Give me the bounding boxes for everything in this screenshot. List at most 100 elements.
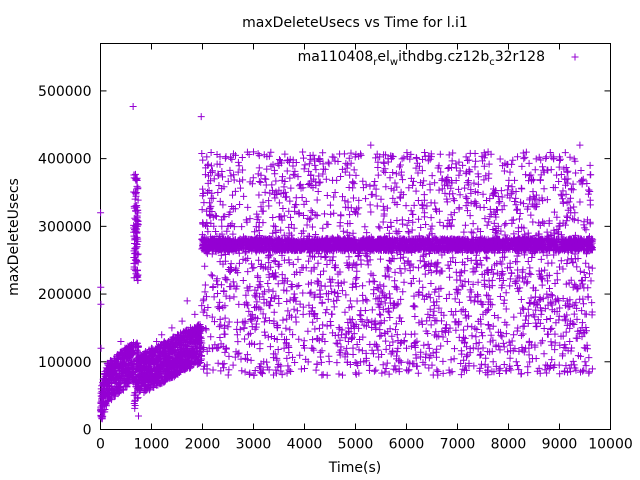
data-point	[411, 313, 419, 321]
data-point	[287, 213, 295, 221]
data-point	[238, 367, 246, 375]
data-point	[561, 149, 569, 157]
data-point	[507, 366, 515, 374]
data-point	[506, 354, 514, 362]
data-point	[421, 270, 429, 278]
data-point	[405, 217, 413, 225]
data-point	[174, 331, 182, 339]
data-point	[131, 389, 139, 397]
data-point	[154, 375, 162, 383]
data-points	[97, 102, 597, 423]
data-point	[126, 343, 134, 351]
data-point	[275, 199, 283, 207]
data-point	[187, 350, 195, 358]
data-point	[299, 148, 307, 156]
data-point	[314, 187, 322, 195]
data-point	[414, 369, 422, 377]
data-point	[474, 180, 482, 188]
x-tick-label: 1000	[134, 437, 170, 453]
data-point	[350, 166, 358, 174]
data-point	[133, 365, 141, 373]
data-point	[452, 160, 460, 168]
data-point	[147, 382, 155, 390]
data-point	[391, 179, 399, 187]
data-point	[502, 330, 510, 338]
data-point	[222, 275, 230, 283]
data-point	[393, 331, 401, 339]
data-point	[481, 282, 489, 290]
data-point	[483, 221, 491, 229]
data-point	[436, 150, 444, 158]
data-point	[347, 149, 355, 157]
data-point	[532, 155, 540, 163]
data-point	[521, 153, 529, 161]
data-point	[415, 277, 423, 285]
data-point	[512, 258, 520, 266]
data-point	[531, 166, 539, 174]
data-point	[540, 350, 548, 358]
data-point	[359, 177, 367, 185]
x-axis-label: Time(s)	[328, 460, 381, 476]
data-point	[271, 223, 279, 231]
data-point	[119, 386, 127, 394]
data-point	[292, 194, 300, 202]
data-point	[483, 291, 491, 299]
data-point	[180, 350, 188, 358]
data-point	[543, 196, 551, 204]
data-point	[567, 368, 575, 376]
data-point	[329, 253, 337, 261]
data-point	[192, 326, 200, 334]
data-point	[173, 366, 181, 374]
data-point	[105, 380, 113, 388]
data-point	[163, 362, 171, 370]
data-point	[400, 154, 408, 162]
data-point	[386, 314, 394, 322]
x-tick-label: 2000	[185, 437, 221, 453]
data-point	[376, 326, 384, 334]
data-point	[366, 182, 374, 190]
data-point	[195, 337, 203, 345]
data-point	[135, 353, 143, 361]
data-point	[133, 339, 141, 347]
data-point	[433, 366, 441, 374]
data-point	[110, 390, 118, 398]
data-point	[376, 255, 384, 263]
data-point	[434, 371, 442, 379]
data-point	[319, 224, 327, 232]
data-point	[391, 268, 399, 276]
data-point	[134, 184, 142, 192]
data-point	[289, 260, 297, 268]
data-point	[103, 397, 111, 405]
data-point	[184, 332, 192, 340]
data-point	[136, 375, 144, 383]
data-point	[412, 187, 420, 195]
data-point	[289, 162, 297, 170]
data-point	[261, 188, 269, 196]
y-axis-label: maxDeleteUsecs	[6, 178, 22, 296]
data-point	[255, 164, 263, 172]
data-point	[181, 366, 189, 374]
data-point	[496, 155, 504, 163]
data-point	[404, 367, 412, 375]
data-point	[274, 346, 282, 354]
y-tick-label: 400000	[38, 152, 91, 168]
data-point	[379, 218, 387, 226]
data-point	[167, 336, 175, 344]
data-point	[173, 370, 181, 378]
data-point	[362, 195, 370, 203]
data-point	[396, 265, 404, 273]
data-point	[382, 337, 390, 345]
data-point	[410, 201, 418, 209]
data-point	[134, 347, 142, 355]
data-point	[464, 255, 472, 263]
data-point	[431, 179, 439, 187]
data-point	[240, 192, 248, 200]
data-point	[536, 176, 544, 184]
data-point	[553, 171, 561, 179]
data-point	[417, 223, 425, 231]
data-point	[134, 343, 142, 351]
data-point	[392, 170, 400, 178]
data-point	[457, 371, 465, 379]
data-point	[182, 364, 190, 372]
